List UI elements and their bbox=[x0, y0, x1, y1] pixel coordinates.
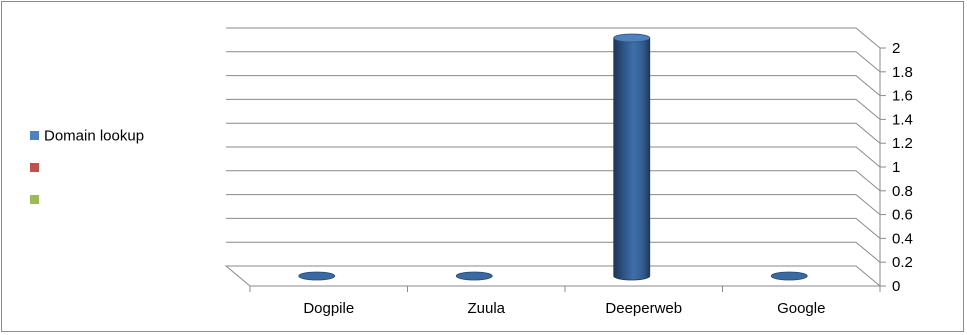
x-tick-label: Dogpile bbox=[303, 300, 354, 317]
gridline bbox=[226, 27, 881, 49]
legend-swatch bbox=[30, 163, 39, 172]
y-tick-label: 1.6 bbox=[892, 88, 913, 105]
bar-deeperweb bbox=[613, 33, 651, 281]
bar-top bbox=[455, 271, 493, 281]
x-tick-label: Zuula bbox=[467, 300, 505, 317]
bar-top bbox=[770, 271, 808, 281]
gridline bbox=[226, 51, 881, 73]
bar-top bbox=[613, 33, 651, 43]
gridline bbox=[226, 241, 881, 263]
gridline bbox=[226, 194, 881, 215]
bar-top bbox=[298, 271, 336, 281]
x-tick-label: Google bbox=[777, 300, 825, 317]
gridline bbox=[226, 217, 881, 239]
gridline bbox=[226, 170, 881, 192]
y-tick-label: 0.6 bbox=[892, 207, 913, 224]
legend-swatch bbox=[30, 195, 39, 204]
gridlines bbox=[226, 27, 881, 263]
y-tick-label: 0.4 bbox=[892, 230, 913, 247]
bar-zuula bbox=[455, 271, 493, 281]
data-bars bbox=[298, 33, 808, 281]
legend-swatch bbox=[30, 131, 39, 140]
gridline bbox=[226, 75, 881, 96]
y-tick-label: 0 bbox=[892, 278, 900, 295]
y-tick-label: 1.2 bbox=[892, 135, 913, 152]
gridline bbox=[226, 122, 881, 144]
gridline bbox=[226, 146, 881, 168]
y-tick-label: 0.2 bbox=[892, 254, 913, 271]
y-axis: 0 0.2 0.4 0.6 0.8 1 1.2 1.4 1.6 1.8 2 bbox=[879, 40, 913, 295]
gridline bbox=[226, 98, 881, 120]
y-tick-label: 1.4 bbox=[892, 111, 913, 128]
y-tick-label: 2 bbox=[892, 40, 900, 57]
legend-label: Domain lookup bbox=[44, 128, 144, 145]
y-tick-label: 1 bbox=[892, 159, 900, 176]
x-tick-label: Deeperweb bbox=[605, 300, 682, 317]
bar-body bbox=[613, 37, 651, 281]
y-tick-label: 1.8 bbox=[892, 64, 913, 81]
x-axis: Dogpile Zuula Deeperweb Google bbox=[249, 285, 881, 317]
y-tick-label: 0.8 bbox=[892, 183, 913, 200]
bar-google bbox=[770, 271, 808, 281]
legend: Domain lookup bbox=[30, 128, 144, 204]
bar-dogpile bbox=[298, 271, 336, 281]
